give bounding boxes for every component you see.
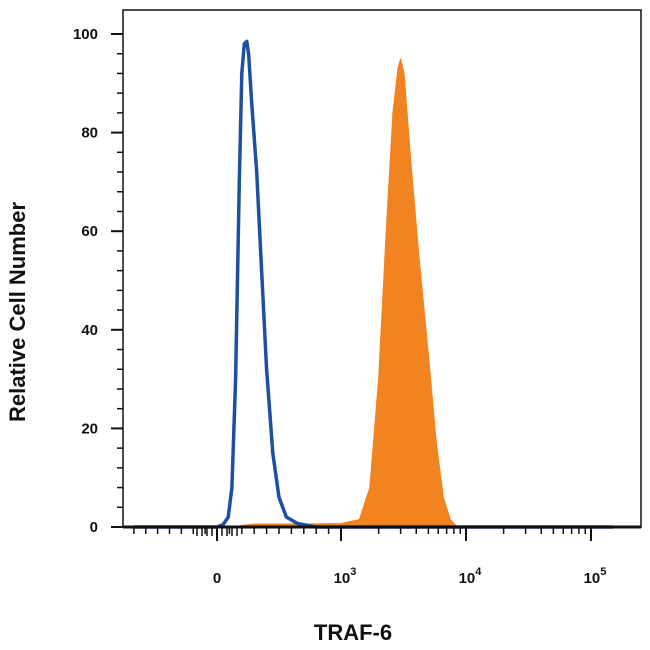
series-0-outline-histogram [133, 39, 613, 529]
y-axis-title: Relative Cell Number [5, 202, 30, 423]
y-tick-label: 0 [90, 519, 98, 536]
x-tick-label: 104 [459, 566, 483, 587]
plot-area: 0 20 40 60 80 100 0 103 104 105 [73, 9, 642, 587]
y-tick-label: 20 [81, 420, 98, 437]
x-tick-label: 0 [213, 570, 221, 587]
y-tick-label: 80 [81, 125, 98, 142]
y-tick-label: 60 [81, 223, 98, 240]
series-1-filled-histogram [133, 58, 613, 528]
y-tick-label: 100 [73, 26, 98, 43]
y-tick-label: 40 [81, 322, 98, 339]
x-tick-label: 103 [334, 566, 357, 587]
x-axis-title: TRAF-6 [314, 620, 392, 645]
x-tick-label: 105 [584, 566, 607, 587]
